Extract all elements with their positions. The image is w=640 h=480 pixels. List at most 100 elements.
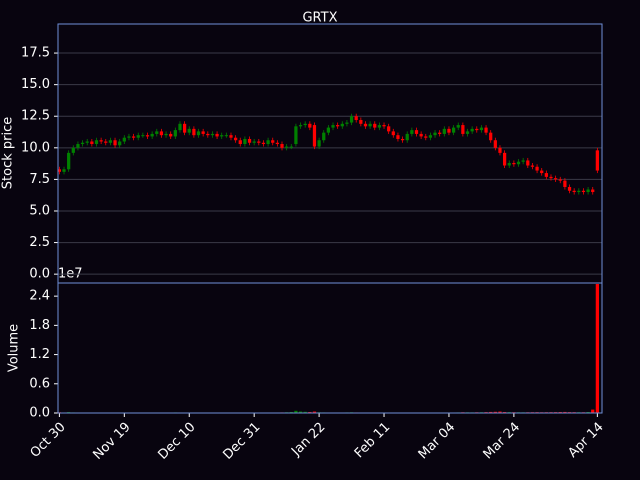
candle-body	[502, 152, 507, 166]
y-tick-label: 7.5	[29, 172, 50, 187]
volume-axes-frame	[57, 282, 603, 414]
volume-y-tick-label: 2.4	[29, 289, 50, 304]
candle-body	[238, 140, 242, 145]
candle-body	[489, 132, 493, 141]
y-tick-label: 12.5	[21, 109, 50, 124]
x-tick-label: Nov 19	[90, 420, 133, 463]
candle-body	[572, 190, 576, 193]
y-axis-label: Stock price	[1, 117, 16, 189]
candle-body	[201, 131, 205, 134]
candle-body	[405, 133, 409, 141]
candle-body	[298, 125, 303, 127]
candle-body	[442, 128, 446, 134]
candle-body	[178, 123, 182, 131]
candle-body	[280, 144, 284, 148]
volume-bar	[303, 411, 307, 413]
candle-body	[424, 136, 428, 138]
candle-body	[206, 133, 210, 136]
candle-body	[271, 140, 275, 143]
candle-body	[359, 120, 363, 124]
candle-body	[484, 127, 488, 133]
candle-body	[196, 131, 201, 136]
chart-title: GRTX	[302, 11, 337, 26]
candle-body	[155, 131, 159, 134]
candle-body	[331, 125, 335, 128]
candle-body	[275, 142, 279, 145]
y-tick-label: 17.5	[21, 46, 50, 61]
candle-body	[294, 126, 298, 145]
candle-body	[535, 166, 539, 171]
y-tick-label: 15.0	[21, 77, 50, 92]
candle-body	[67, 152, 71, 170]
candle-body	[581, 190, 586, 193]
volume-axis-label: Volume	[7, 324, 22, 372]
candle-body	[136, 135, 140, 138]
x-tick-label: Oct 30	[28, 420, 69, 461]
candle-body	[345, 122, 349, 124]
volume-bar	[294, 410, 298, 413]
candle-body	[512, 162, 516, 165]
volume-bar	[595, 283, 599, 413]
candle-body	[419, 133, 423, 137]
candle-body	[224, 135, 228, 137]
candle-body	[252, 141, 256, 143]
candle-body	[373, 123, 377, 128]
candle-body	[247, 138, 252, 143]
candle-body	[159, 131, 164, 136]
candle-body	[187, 128, 191, 133]
candle-body	[400, 138, 405, 141]
candle-body	[479, 127, 484, 131]
candle-body	[141, 135, 145, 137]
candle-body	[326, 127, 330, 133]
candle-body	[243, 138, 247, 145]
candle-body	[285, 146, 289, 148]
candle-body	[470, 128, 474, 132]
candle-body	[516, 161, 521, 165]
candle-body	[591, 189, 595, 193]
y-tick-label: 0.0	[29, 267, 50, 282]
candle-body	[234, 137, 238, 141]
y-tick-label: 2.5	[29, 235, 50, 250]
candle-body	[164, 133, 168, 136]
y-tick-label: 5.0	[29, 203, 50, 218]
candle-body	[349, 116, 354, 123]
candle-body	[586, 189, 590, 193]
x-tick-label: Apr 14	[566, 420, 607, 461]
candle-body	[266, 140, 270, 145]
candle-body	[261, 142, 266, 145]
candle-body	[76, 144, 80, 148]
candle-body	[475, 128, 479, 131]
candle-body	[122, 137, 126, 142]
volume-y-tick-label: 0.6	[29, 376, 50, 391]
candle-body	[595, 150, 599, 171]
volume-bar	[493, 411, 497, 413]
candle-body	[461, 125, 465, 134]
candle-body	[90, 141, 94, 145]
candle-body	[526, 160, 530, 166]
candle-body	[215, 133, 219, 137]
candle-body	[340, 123, 344, 127]
x-tick-label: Mar 04	[416, 420, 459, 463]
candle-body	[558, 179, 562, 181]
candle-body	[438, 132, 442, 134]
candle-body	[182, 123, 187, 133]
x-tick-label: Jan 22	[288, 420, 328, 460]
candle-body	[118, 141, 122, 146]
candle-body	[127, 136, 131, 138]
candle-body	[368, 123, 372, 127]
candle-body	[563, 180, 567, 187]
candle-body	[94, 140, 99, 145]
candle-body	[289, 146, 293, 148]
candle-body	[410, 130, 414, 134]
volume-bar	[563, 411, 567, 413]
candle-body	[465, 131, 470, 134]
candle-body	[322, 132, 326, 141]
candle-body	[396, 135, 400, 139]
candle-body	[131, 136, 136, 138]
candle-body	[577, 190, 581, 193]
candle-body	[62, 169, 66, 172]
volume-bar	[591, 409, 595, 413]
x-tick-label: Feb 11	[352, 420, 394, 462]
candle-body	[173, 130, 177, 137]
candle-body	[145, 135, 150, 137]
